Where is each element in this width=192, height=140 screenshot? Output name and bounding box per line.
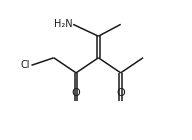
Text: O: O — [72, 88, 80, 98]
Text: Cl: Cl — [21, 60, 30, 70]
Text: H₂N: H₂N — [55, 19, 73, 29]
Text: O: O — [116, 88, 125, 98]
